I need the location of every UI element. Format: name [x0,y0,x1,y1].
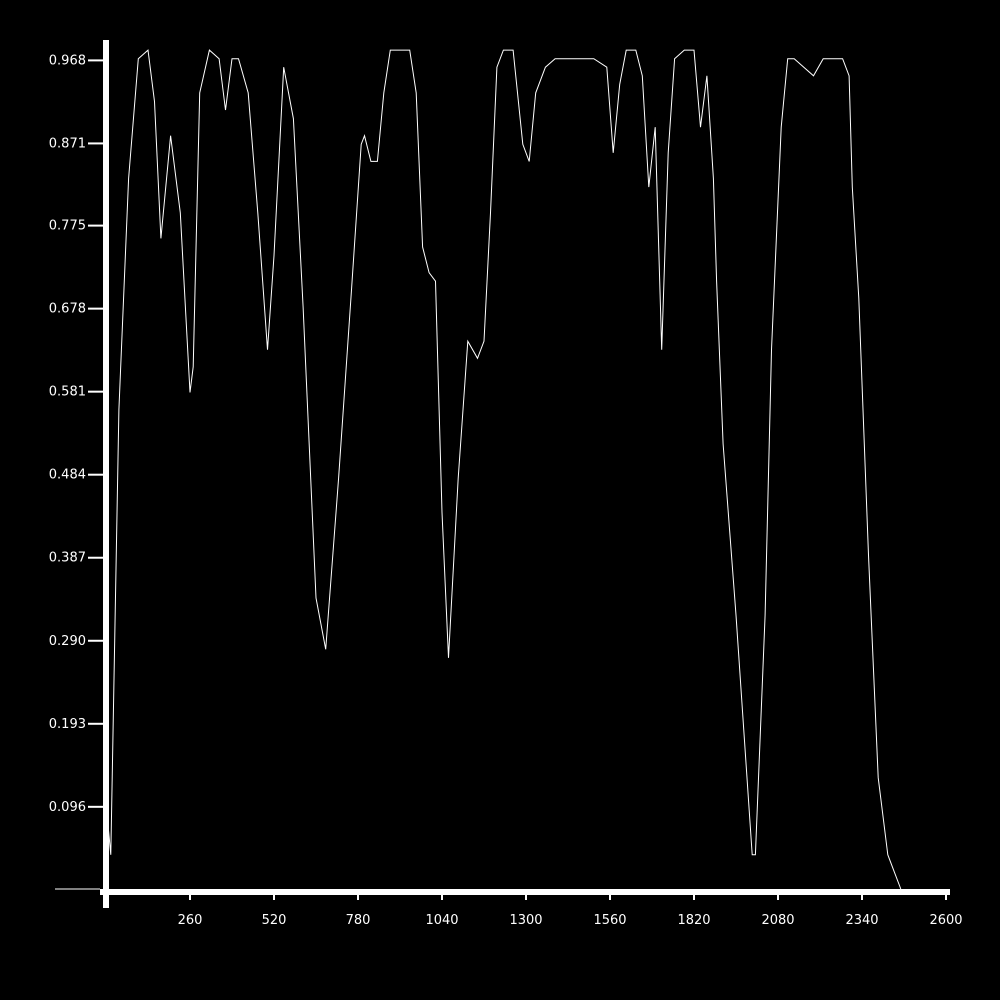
x-tick-label: 2080 [761,913,794,928]
x-tick-label: 260 [178,913,203,928]
y-tick-label: 0.484 [49,468,86,483]
x-ticks: 260 520 780 1040 1300 1560 1820 2080 2340 2600 [178,892,963,928]
x-tick-label: 1820 [677,913,710,928]
y-tick-label: 0.678 [49,302,86,317]
x-tick-label: 1040 [425,913,458,928]
y-tick-label: 0.290 [49,634,86,649]
y-tick-label: 0.387 [49,551,86,566]
series-line [105,49,902,890]
x-tick-label: 780 [346,913,371,928]
x-tick-label: 1300 [509,913,542,928]
y-tick-label: 0.581 [49,385,86,400]
series-group [105,49,902,890]
y-tick-label: 0.968 [49,53,86,68]
x-tick-label: 520 [262,913,287,928]
y-tick-label: 0.775 [49,219,86,234]
x-tick-label: 2600 [929,913,962,928]
y-ticks: 0.096 0.193 0.290 0.387 0.484 0.581 0.678 0.775… [49,53,104,815]
x-tick-label: 1560 [593,913,626,928]
x-axis [55,888,950,895]
y-tick-label: 0.193 [49,717,86,732]
y-tick-label: 0.871 [49,136,86,151]
x-tick-label: 2340 [845,913,878,928]
y-tick-label: 0.096 [49,800,86,815]
